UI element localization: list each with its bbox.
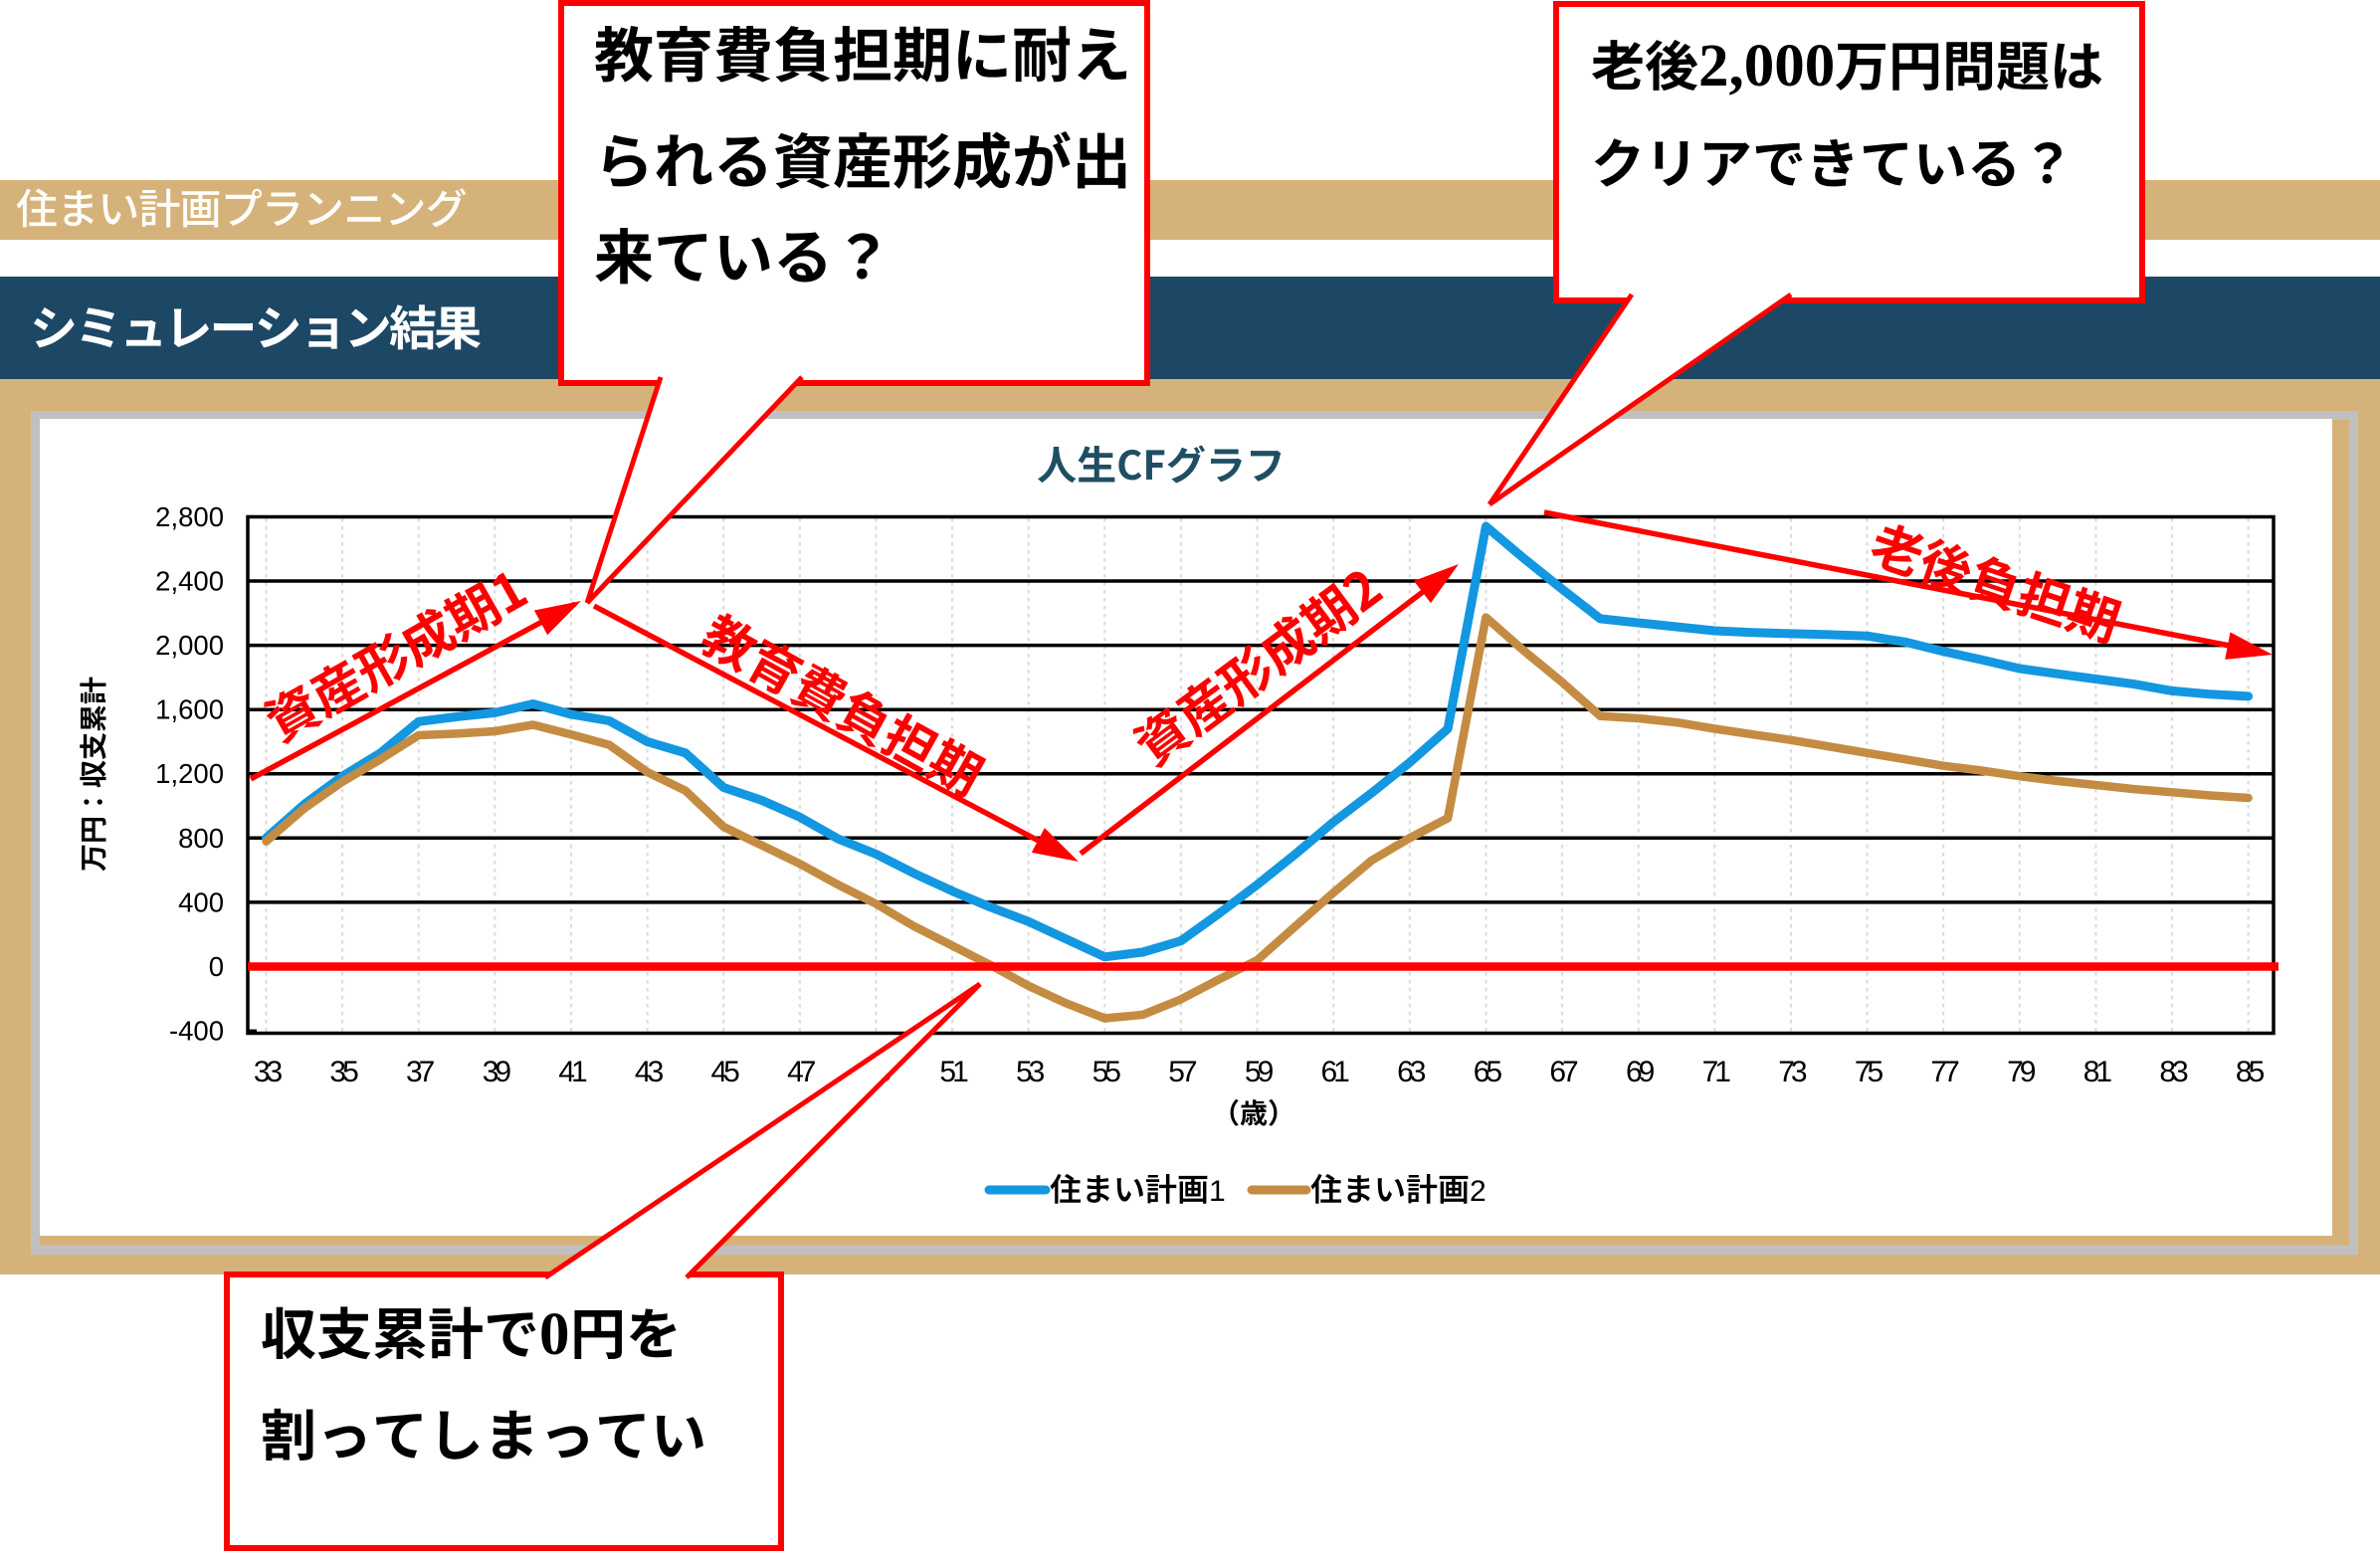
svg-text:37: 37 [406, 1056, 435, 1088]
svg-text:0: 0 [209, 951, 224, 982]
svg-text:2,000: 2,000 [155, 630, 224, 661]
svg-text:33: 33 [254, 1056, 283, 1088]
svg-text:0: 0 [539, 1301, 570, 1368]
svg-text:400: 400 [178, 886, 224, 917]
svg-text:51: 51 [939, 1056, 968, 1088]
svg-text:2,800: 2,800 [155, 501, 224, 532]
svg-text:67: 67 [1549, 1056, 1578, 1088]
svg-text:75: 75 [1855, 1056, 1884, 1088]
svg-text:39: 39 [483, 1056, 511, 1088]
svg-text:41: 41 [558, 1056, 587, 1088]
svg-text:1,200: 1,200 [155, 758, 224, 789]
svg-text:53: 53 [1016, 1056, 1045, 1088]
svg-text:1,600: 1,600 [155, 694, 224, 725]
svg-text:63: 63 [1397, 1056, 1426, 1088]
svg-text:71: 71 [1702, 1056, 1731, 1088]
svg-text:2,000: 2,000 [1698, 33, 1835, 99]
svg-text:-400: -400 [169, 1016, 224, 1047]
svg-text:2,400: 2,400 [155, 566, 224, 597]
svg-text:57: 57 [1168, 1056, 1197, 1088]
svg-text:2: 2 [1470, 1175, 1487, 1208]
svg-text:800: 800 [178, 823, 224, 854]
svg-text:43: 43 [635, 1056, 664, 1088]
svg-text:81: 81 [2083, 1056, 2112, 1088]
svg-text:85: 85 [2236, 1056, 2265, 1088]
svg-text:65: 65 [1474, 1056, 1502, 1088]
svg-text:83: 83 [2159, 1056, 2188, 1088]
svg-text:35: 35 [329, 1056, 358, 1088]
svg-text:77: 77 [1930, 1056, 1959, 1088]
svg-text:47: 47 [787, 1056, 816, 1088]
svg-text:45: 45 [711, 1056, 740, 1088]
svg-text:61: 61 [1321, 1056, 1350, 1088]
svg-text:1: 1 [1209, 1175, 1226, 1208]
svg-text:69: 69 [1626, 1056, 1655, 1088]
svg-text:55: 55 [1092, 1056, 1121, 1088]
svg-text:79: 79 [2007, 1056, 2036, 1088]
svg-text:59: 59 [1245, 1056, 1274, 1088]
svg-text:73: 73 [1778, 1056, 1807, 1088]
